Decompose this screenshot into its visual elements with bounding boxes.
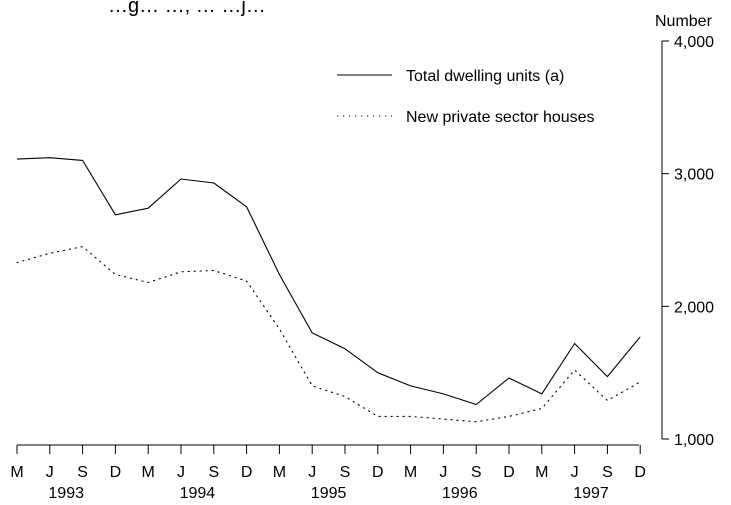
legend: Total dwelling units (a) New private sec…: [337, 68, 595, 126]
y-axis-label: Number: [655, 13, 713, 30]
x-tick-label: S: [77, 464, 88, 481]
x-tick-label: S: [208, 464, 219, 481]
series-line-total-dwelling-units: [16, 157, 641, 406]
series-line-new-private-sector-houses: [16, 246, 641, 423]
x-tick-label: D: [503, 464, 515, 481]
series-lines: [16, 157, 641, 423]
year-label: 1995: [311, 485, 347, 502]
x-axis-ticks: [16, 445, 641, 454]
x-tick-label: D: [110, 464, 122, 481]
y-axis-ticks: 1,000 2,000 3,000 4,000: [662, 34, 714, 449]
x-tick-label: J: [308, 464, 316, 481]
x-tick-label: D: [634, 464, 646, 481]
legend-label-new-private-sector-houses: New private sector houses: [406, 109, 595, 126]
x-tick-label: S: [340, 464, 351, 481]
legend-label-total-dwelling-units: Total dwelling units (a): [406, 68, 564, 85]
x-tick-label: J: [46, 464, 54, 481]
x-tick-label: J: [571, 464, 579, 481]
x-tick-label: M: [10, 464, 23, 481]
year-label: 1997: [573, 485, 609, 502]
x-tick-label: D: [241, 464, 253, 481]
x-tick-label: S: [602, 464, 613, 481]
year-label: 1996: [442, 485, 478, 502]
x-tick-label: J: [439, 464, 447, 481]
x-tick-label: M: [273, 464, 286, 481]
x-tick-label: M: [142, 464, 155, 481]
year-label: 1993: [48, 485, 84, 502]
y-tick-label: 4,000: [674, 34, 714, 51]
chart-title: …g… …, … …j…: [108, 0, 266, 17]
y-tick-label: 3,000: [674, 167, 714, 184]
x-tick-label: D: [372, 464, 384, 481]
x-tick-label: M: [535, 464, 548, 481]
x-tick-label: S: [471, 464, 482, 481]
y-tick-label: 2,000: [674, 299, 714, 316]
x-tick-label: J: [177, 464, 185, 481]
x-axis-year-labels: 1993 1994 1995 1996 1997: [48, 485, 608, 502]
year-label: 1994: [180, 485, 216, 502]
y-tick-label: 1,000: [674, 432, 714, 449]
x-tick-label: M: [404, 464, 417, 481]
